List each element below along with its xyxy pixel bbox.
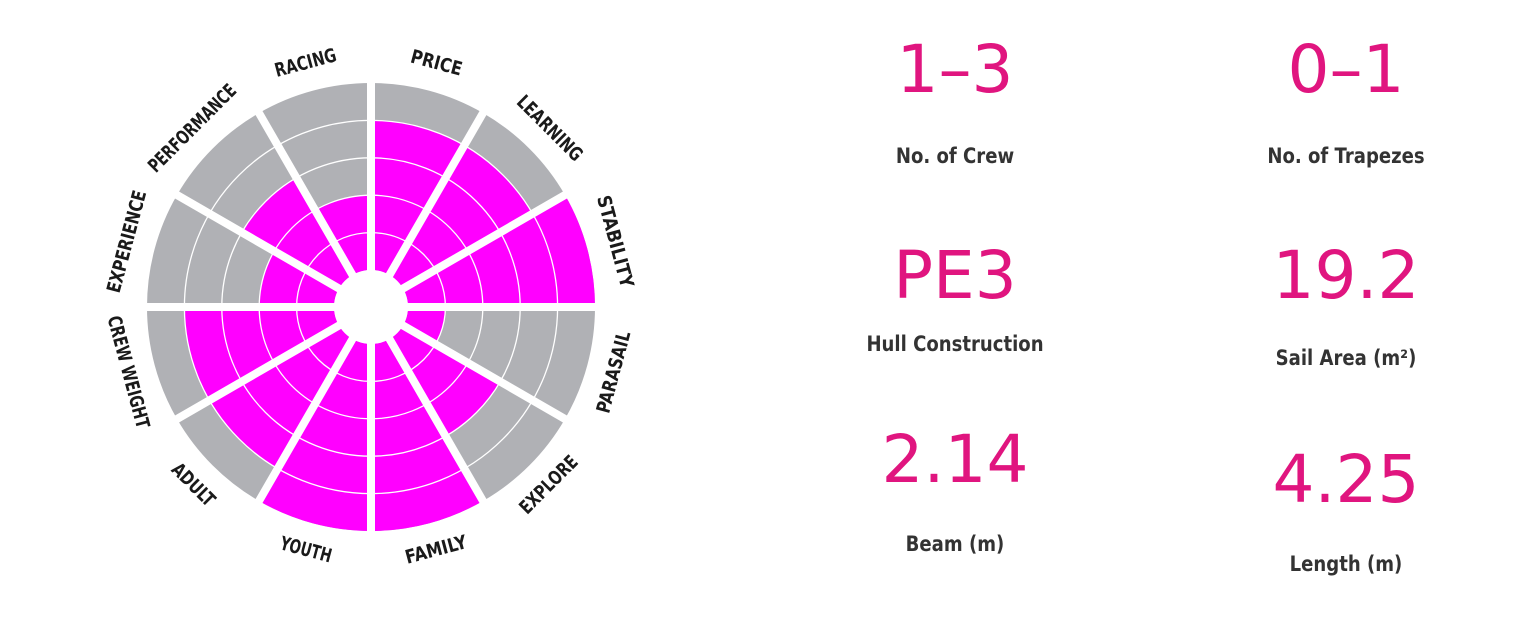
segment-value-racing — [315, 195, 371, 275]
label-price: PRICE — [408, 46, 464, 81]
spec-beam-label: Beam (m) — [905, 532, 1005, 556]
segment-separator — [173, 321, 343, 424]
wheel-segments — [147, 83, 595, 531]
segment-value-stability — [403, 195, 595, 307]
spec-length: 4.25 Length (m) — [1166, 440, 1525, 578]
segment-separator — [173, 190, 343, 293]
segment-separator — [385, 109, 488, 279]
spec-length-label: Length (m) — [1289, 552, 1403, 576]
segment-separator — [254, 109, 357, 279]
label-adult: ADULT — [167, 458, 220, 511]
spec-sail-area-label: Sail Area (m²) — [1275, 346, 1417, 370]
label-stability: STABILITY — [592, 193, 638, 290]
label-youth: YOUTH — [277, 532, 334, 567]
spec-trapezes: 0–1 No. of Trapezes — [1166, 30, 1525, 170]
spec-hull: PE3 Hull Construction — [775, 236, 1135, 358]
segment-bg-parasail — [403, 307, 595, 419]
wheel-center-hole — [334, 270, 408, 344]
spec-beam-value: 2.14 — [881, 421, 1029, 498]
segment-value-explore — [389, 325, 501, 437]
segment-separator — [254, 335, 357, 505]
segment-separator — [385, 335, 488, 505]
label-racing: RACING — [272, 44, 339, 82]
label-experience: EXPERIENCE — [103, 188, 151, 295]
spec-sail-area: 19.2 Sail Area (m²) — [1166, 236, 1525, 372]
label-crew-weight: CREW WEIGHT — [102, 313, 153, 430]
segment-value-family — [371, 339, 483, 531]
spec-hull-value: PE3 — [893, 237, 1017, 314]
rating-wheel-chart: PRICELEARNINGSTABILITYPARASAILEXPLOREFAM… — [102, 44, 638, 569]
segment-separator — [399, 190, 569, 293]
segment-value-learning — [389, 145, 533, 289]
spec-crew-label: No. of Crew — [895, 144, 1015, 168]
spec-trapezes-label: No. of Trapezes — [1267, 144, 1425, 168]
segment-value-youth — [259, 339, 371, 531]
segment-value-adult — [209, 325, 353, 469]
segment-value-parasail — [403, 307, 446, 345]
spec-hull-label: Hull Construction — [866, 332, 1044, 356]
wheel-grid-rings — [145, 81, 597, 533]
segment-separator — [399, 321, 569, 424]
spec-length-value: 4.25 — [1272, 441, 1420, 518]
segment-value-experience — [259, 251, 339, 307]
label-parasail: PARASAIL — [592, 329, 635, 416]
spec-sail-area-value: 19.2 — [1272, 237, 1420, 314]
spec-trapezes-value: 0–1 — [1287, 31, 1405, 108]
spec-crew-value: 1–3 — [896, 31, 1014, 108]
spec-crew: 1–3 No. of Crew — [775, 30, 1135, 170]
spec-beam: 2.14 Beam (m) — [775, 420, 1135, 558]
label-family: FAMILY — [403, 531, 470, 569]
segment-value-performance — [241, 177, 353, 289]
